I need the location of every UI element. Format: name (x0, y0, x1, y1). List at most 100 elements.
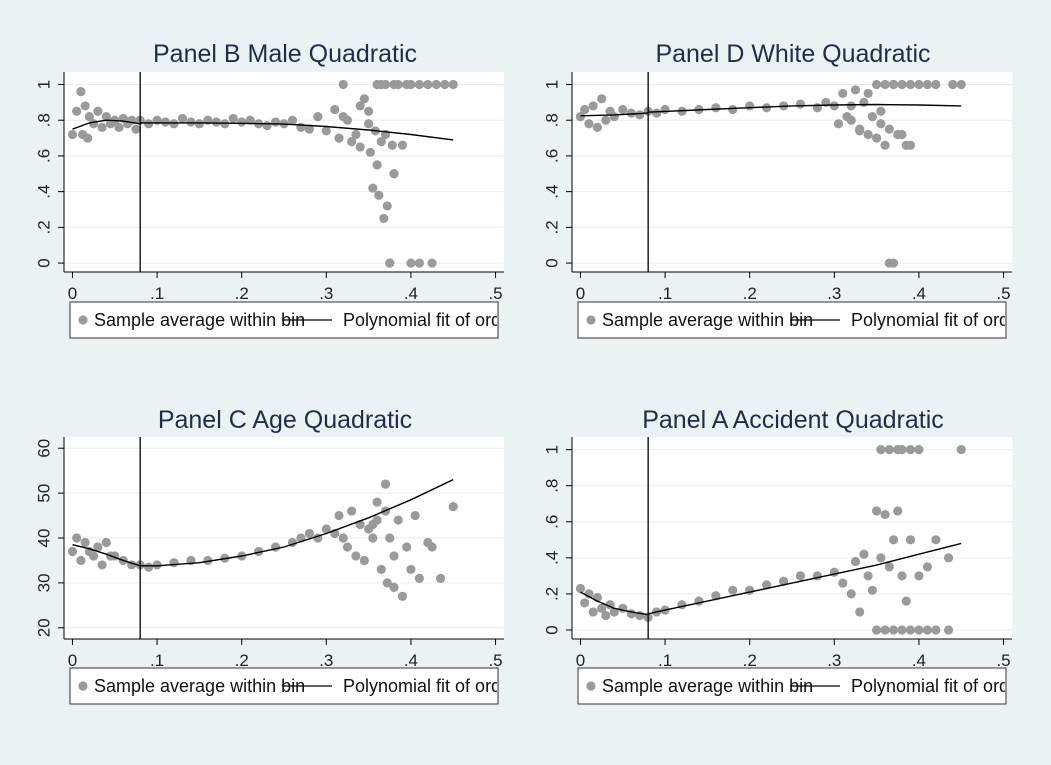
data-point (402, 542, 412, 552)
data-point (427, 542, 437, 552)
data-point (905, 140, 916, 150)
data-point (846, 589, 856, 599)
y-tick-label: 40 (35, 529, 54, 548)
data-point (389, 582, 399, 592)
data-point (897, 445, 907, 455)
legend: Sample average within bin Polynomial fit … (577, 667, 1025, 705)
data-point (376, 79, 386, 90)
legend-entry-line: Polynomial fit of order (851, 676, 1025, 696)
data-point (67, 129, 78, 140)
data-point (397, 591, 408, 601)
data-point (304, 124, 314, 134)
data-point (884, 124, 894, 134)
legend: Sample average within bin Polynomial fit … (577, 301, 1007, 339)
data-point (67, 546, 78, 557)
data-point (435, 573, 446, 584)
data-point (888, 535, 899, 545)
fit-line (140, 478, 454, 567)
data-point (368, 533, 378, 543)
x-tick-label: 0 (68, 284, 77, 303)
data-point (160, 117, 171, 127)
data-point (144, 562, 154, 572)
data-point (334, 510, 344, 521)
data-point (956, 445, 966, 455)
data-point (838, 578, 848, 588)
x-tick-label: .2 (743, 284, 757, 303)
data-point (888, 79, 899, 90)
x-tick-label: 0 (576, 284, 585, 303)
data-point (745, 585, 755, 595)
legend-entry-scatter: Sample average within bin (94, 310, 305, 330)
data-point (347, 137, 357, 147)
data-point (270, 117, 281, 127)
data-point (152, 560, 162, 570)
data-point (728, 104, 738, 115)
x-tick-label: .2 (743, 651, 757, 670)
data-point (859, 97, 869, 107)
data-point (897, 571, 907, 581)
data-point (872, 79, 882, 90)
plot-area (572, 72, 1012, 272)
data-point (351, 551, 361, 561)
fit-line (580, 112, 649, 117)
data-point (905, 535, 916, 545)
chart-panel-1: 0 .2 .4 .6 .8 1 0 .1 .2 .3 .4 .5 Panel B Male Quadra… (35, 40, 511, 339)
data-point (89, 119, 99, 129)
data-point (364, 106, 374, 116)
data-point (338, 533, 348, 543)
data-point (905, 445, 916, 455)
data-point (745, 101, 755, 111)
data-point (93, 106, 103, 116)
data-point (867, 585, 877, 595)
data-point (855, 607, 865, 617)
data-point (76, 555, 86, 566)
data-point (393, 515, 403, 525)
data-point (414, 573, 424, 584)
data-point (245, 115, 255, 125)
data-point (618, 104, 628, 115)
data-point (859, 549, 869, 559)
legend-entry-line: Polynomial fit of orde (343, 676, 511, 696)
data-point (385, 258, 395, 268)
x-tick-label: .5 (488, 651, 502, 670)
data-point (795, 99, 806, 109)
fit-line (648, 103, 962, 113)
chart-title: Panel C Age Quadratic (158, 406, 412, 434)
chart-panel-3: 20 30 40 50 60 0 .1 .2 .3 .4 .5 Panel C Age Quadrat… (35, 406, 511, 705)
legend-entry-scatter: Sample average within bin (602, 676, 813, 696)
legend-entry-line: Polynomial fit of orde (343, 310, 511, 330)
data-point (943, 553, 954, 563)
data-point (440, 79, 450, 90)
data-point (431, 79, 441, 90)
data-point (379, 213, 389, 224)
x-tick-label: .2 (235, 284, 249, 303)
data-point (863, 88, 873, 99)
y-tick-label: 1 (543, 445, 562, 454)
x-tick-label: .1 (658, 651, 672, 670)
data-point (414, 258, 424, 268)
legend-marker-scatter (78, 681, 88, 691)
data-point (922, 625, 932, 635)
data-point (372, 497, 382, 507)
x-tick-label: .1 (150, 651, 164, 670)
data-point (931, 535, 941, 545)
y-tick-label: .4 (35, 185, 54, 199)
x-tick-label: .4 (404, 284, 418, 303)
data-point (580, 598, 590, 608)
data-point (389, 169, 399, 179)
data-point (931, 79, 941, 90)
data-point (580, 104, 590, 115)
data-point (584, 589, 594, 599)
data-point (177, 113, 188, 124)
data-point (368, 183, 378, 193)
fit-line (580, 591, 649, 616)
data-point (922, 562, 932, 572)
data-point (186, 117, 196, 127)
data-point (169, 558, 179, 568)
data-point (778, 576, 789, 586)
data-point (80, 537, 90, 548)
data-point (838, 88, 848, 99)
data-point (812, 103, 822, 113)
data-point (131, 124, 141, 134)
data-point (694, 596, 704, 606)
